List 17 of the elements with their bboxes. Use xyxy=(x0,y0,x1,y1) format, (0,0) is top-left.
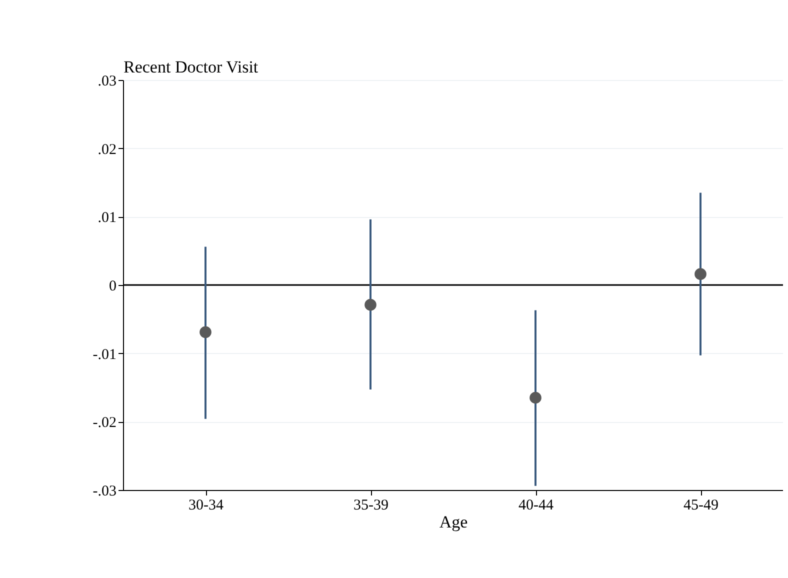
y-tick-label: .01 xyxy=(98,210,116,226)
y-tick-label: .03 xyxy=(98,74,116,90)
x-axis-title: Age xyxy=(439,512,468,532)
y-tick-label: .02 xyxy=(98,142,116,158)
point xyxy=(694,268,706,280)
point xyxy=(200,326,212,338)
x-tick-label: 40-44 xyxy=(518,498,554,514)
y-tick-label: -.02 xyxy=(92,415,116,432)
point xyxy=(364,298,376,311)
x-tick-label: 35-39 xyxy=(354,498,388,514)
y-tick-label: -.03 xyxy=(92,484,116,500)
y-tick-label: 0 xyxy=(109,278,116,294)
point xyxy=(530,392,542,404)
y-tick-label: -.01 xyxy=(92,346,116,363)
x-tick-label: 45-49 xyxy=(684,498,718,514)
y-axis-title: Recent Doctor Visit xyxy=(124,58,258,76)
x-tick-label: 30-34 xyxy=(188,498,224,514)
